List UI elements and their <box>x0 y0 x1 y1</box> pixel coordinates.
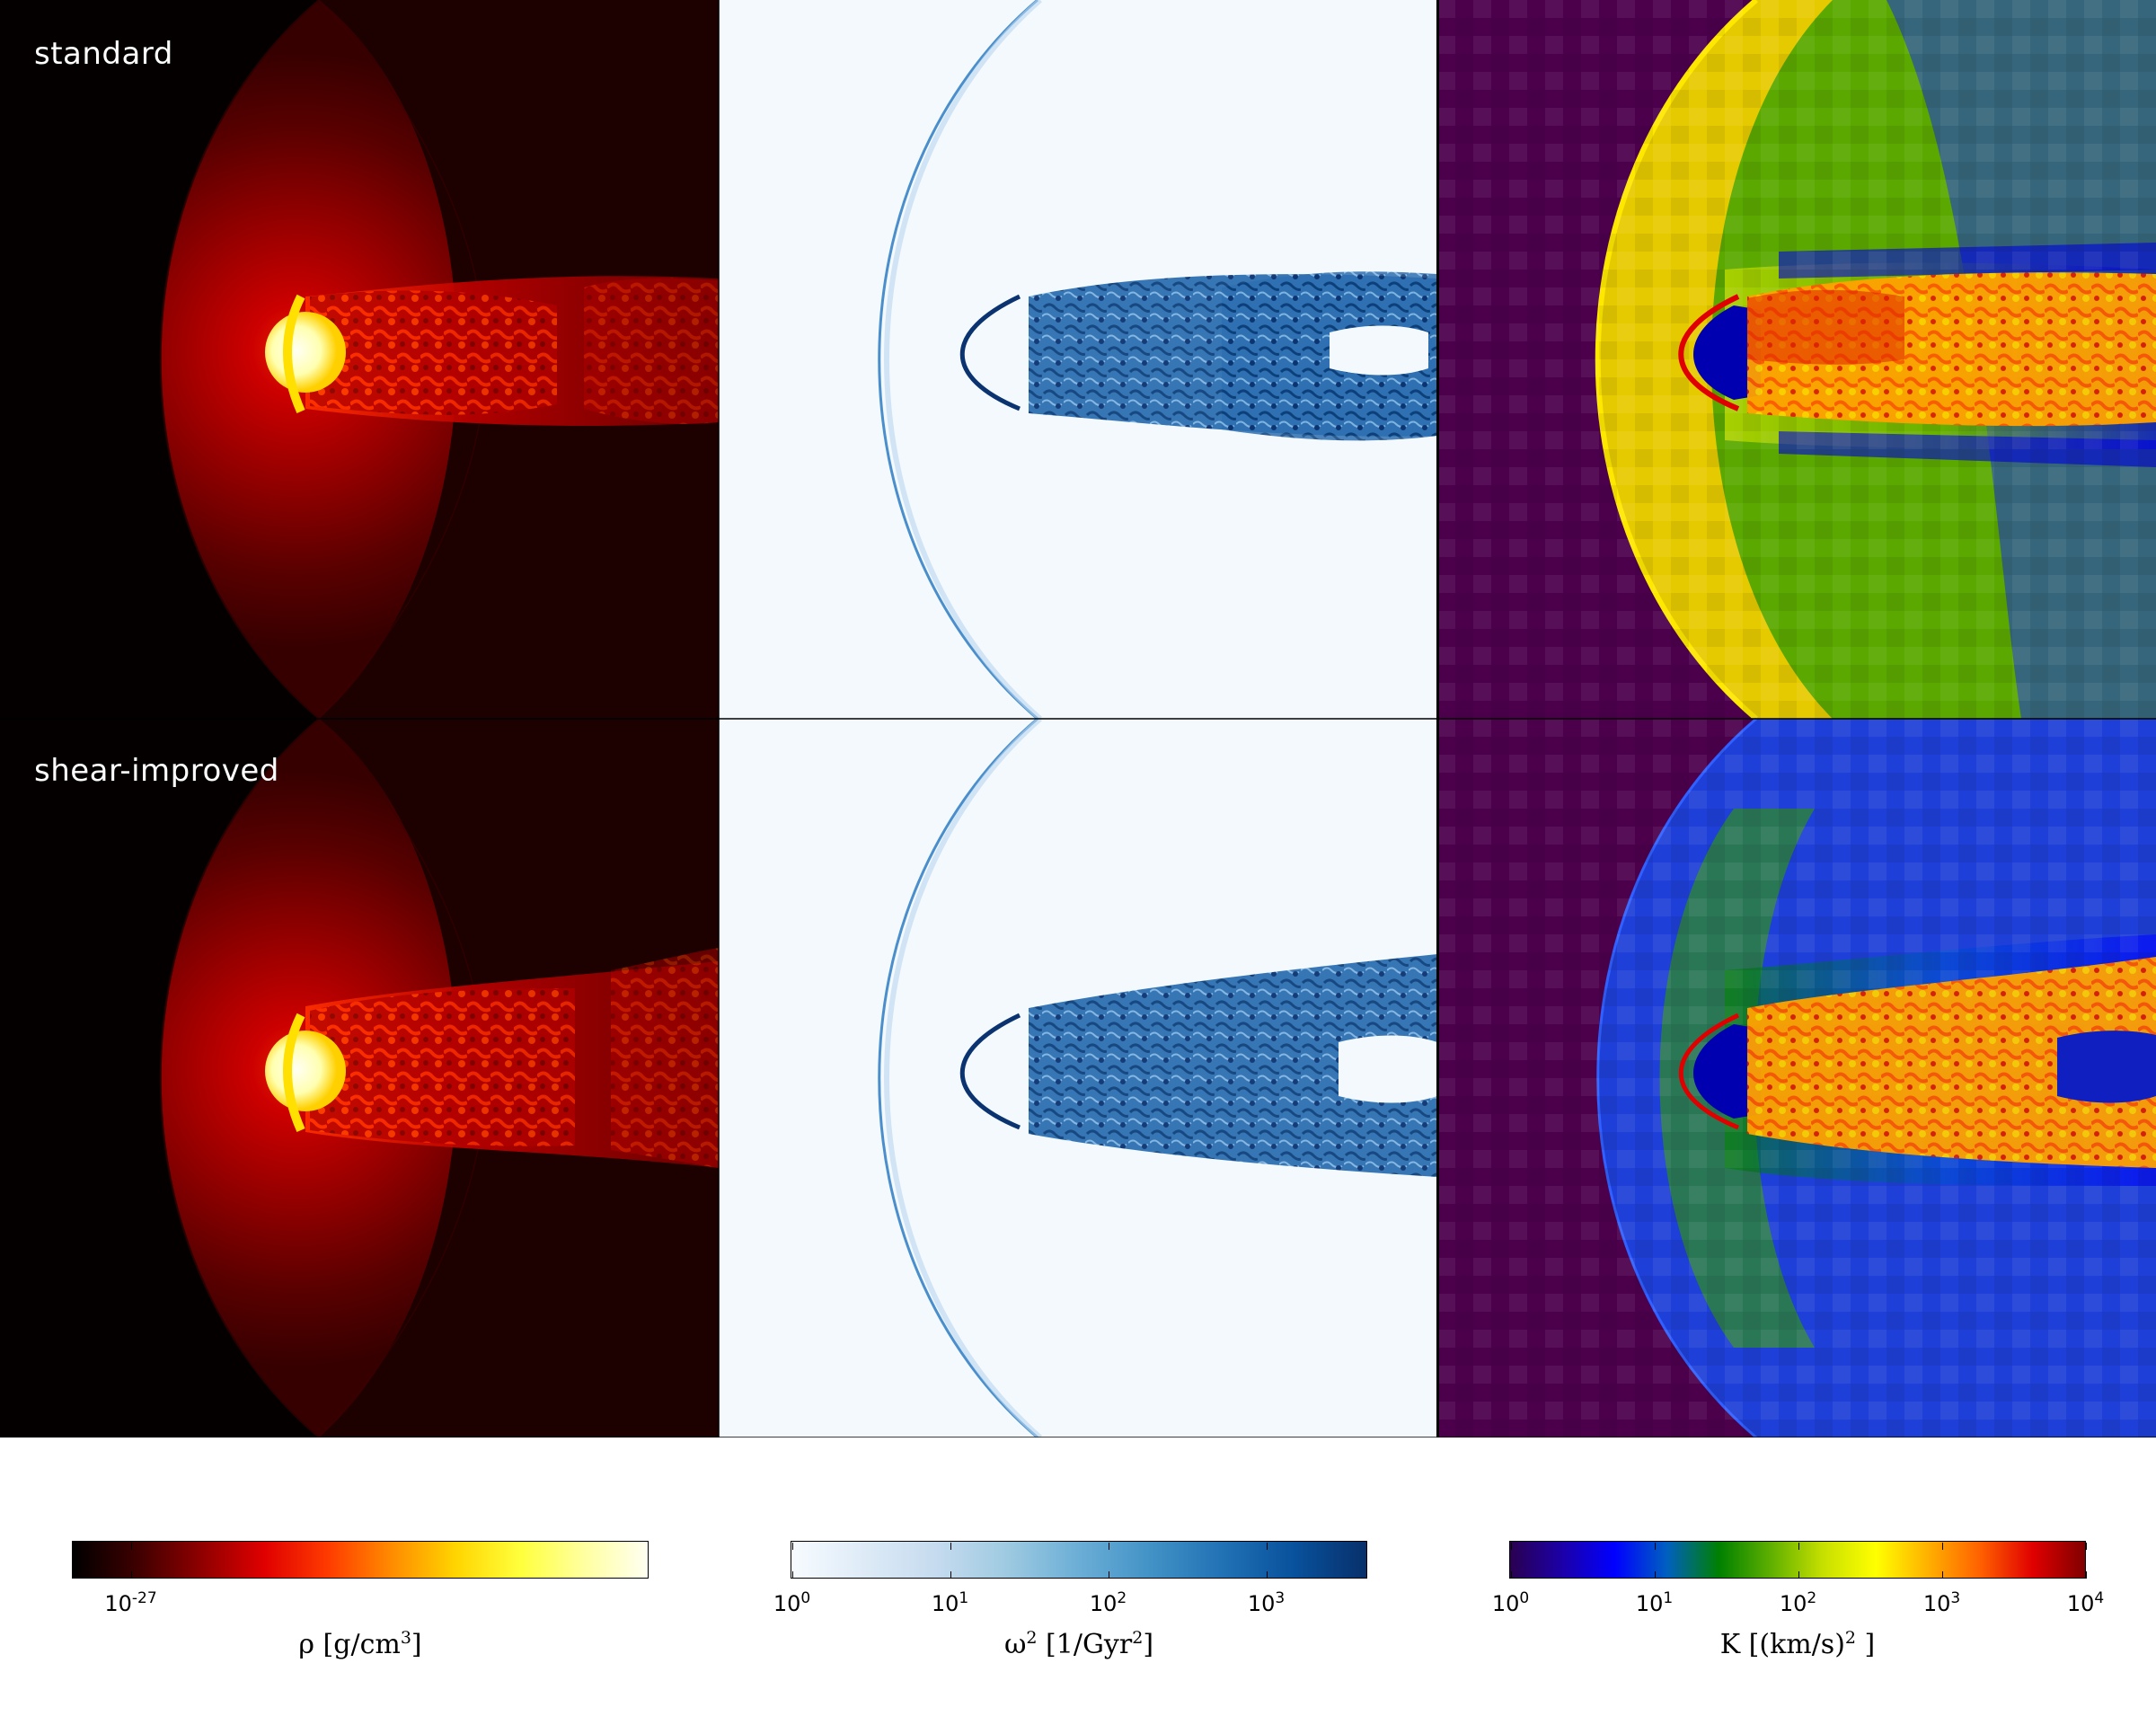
row-label-shear-improved: shear-improved <box>34 753 279 789</box>
density-panel-top <box>0 0 719 720</box>
density-colorbar-label: ρ [g/cm3] <box>298 1628 422 1660</box>
energy-tickmark-bottom <box>1798 1571 1799 1579</box>
vorticity-tick-label: 103 <box>1247 1589 1286 1616</box>
energy-tickmark-bottom <box>1510 1571 1512 1579</box>
vorticity-tickmark-top <box>791 1542 793 1550</box>
vorticity-tick-label: 101 <box>931 1589 969 1616</box>
vorticity-tickmark-bottom <box>1266 1571 1268 1579</box>
vorticity-tickmark-bottom <box>791 1571 793 1579</box>
density-colorbar-gradient <box>72 1541 649 1579</box>
energy-tickmark-bottom <box>1654 1571 1656 1579</box>
vorticity-tickmark-bottom <box>950 1571 951 1579</box>
density-tickmark-bottom <box>130 1571 132 1579</box>
density-tick-label: 10-27 <box>104 1589 157 1616</box>
energy-tick-label: 103 <box>1922 1589 1961 1616</box>
simulation-figure <box>0 0 2156 1438</box>
vorticity-colorbar-gradient <box>791 1541 1367 1579</box>
energy-tickmark-top <box>1654 1542 1656 1550</box>
energy-tick-label: 100 <box>1491 1589 1530 1616</box>
vorticity-tickmark-bottom <box>1108 1571 1109 1579</box>
row-label-standard: standard <box>34 36 173 72</box>
vorticity-panel-bottom <box>718 716 1437 1438</box>
vorticity-tick-label: 102 <box>1089 1589 1127 1616</box>
vorticity-tickmark-top <box>1266 1542 1268 1550</box>
energy-panel-top <box>1437 0 2156 721</box>
energy-tickmark-bottom <box>2085 1571 2087 1579</box>
energy-colorbar-label: K [(km/s)2 ] <box>1719 1628 1876 1660</box>
energy-tickmark-top <box>1941 1542 1943 1550</box>
vorticity-tickmark-top <box>950 1542 951 1550</box>
energy-tickmark-top <box>1798 1542 1799 1550</box>
vorticity-tickmark-top <box>1108 1542 1109 1550</box>
energy-colorbar-gradient <box>1509 1541 2086 1579</box>
energy-panel-bottom <box>1437 717 2156 1438</box>
density-panel-bottom <box>0 718 719 1438</box>
energy-tickmark-top <box>1510 1542 1512 1550</box>
energy-tick-label: 102 <box>1779 1589 1817 1616</box>
energy-tick-label: 104 <box>2066 1589 2105 1616</box>
vorticity-panel-top <box>718 0 1437 721</box>
vorticity-colorbar-label: ω2 [1/Gyr2] <box>1003 1628 1154 1660</box>
energy-tickmark-bottom <box>1941 1571 1943 1579</box>
energy-tickmark-top <box>2085 1542 2087 1550</box>
density-tickmark-top <box>130 1542 132 1550</box>
vorticity-tick-label: 100 <box>773 1589 811 1616</box>
energy-tick-label: 101 <box>1635 1589 1674 1616</box>
